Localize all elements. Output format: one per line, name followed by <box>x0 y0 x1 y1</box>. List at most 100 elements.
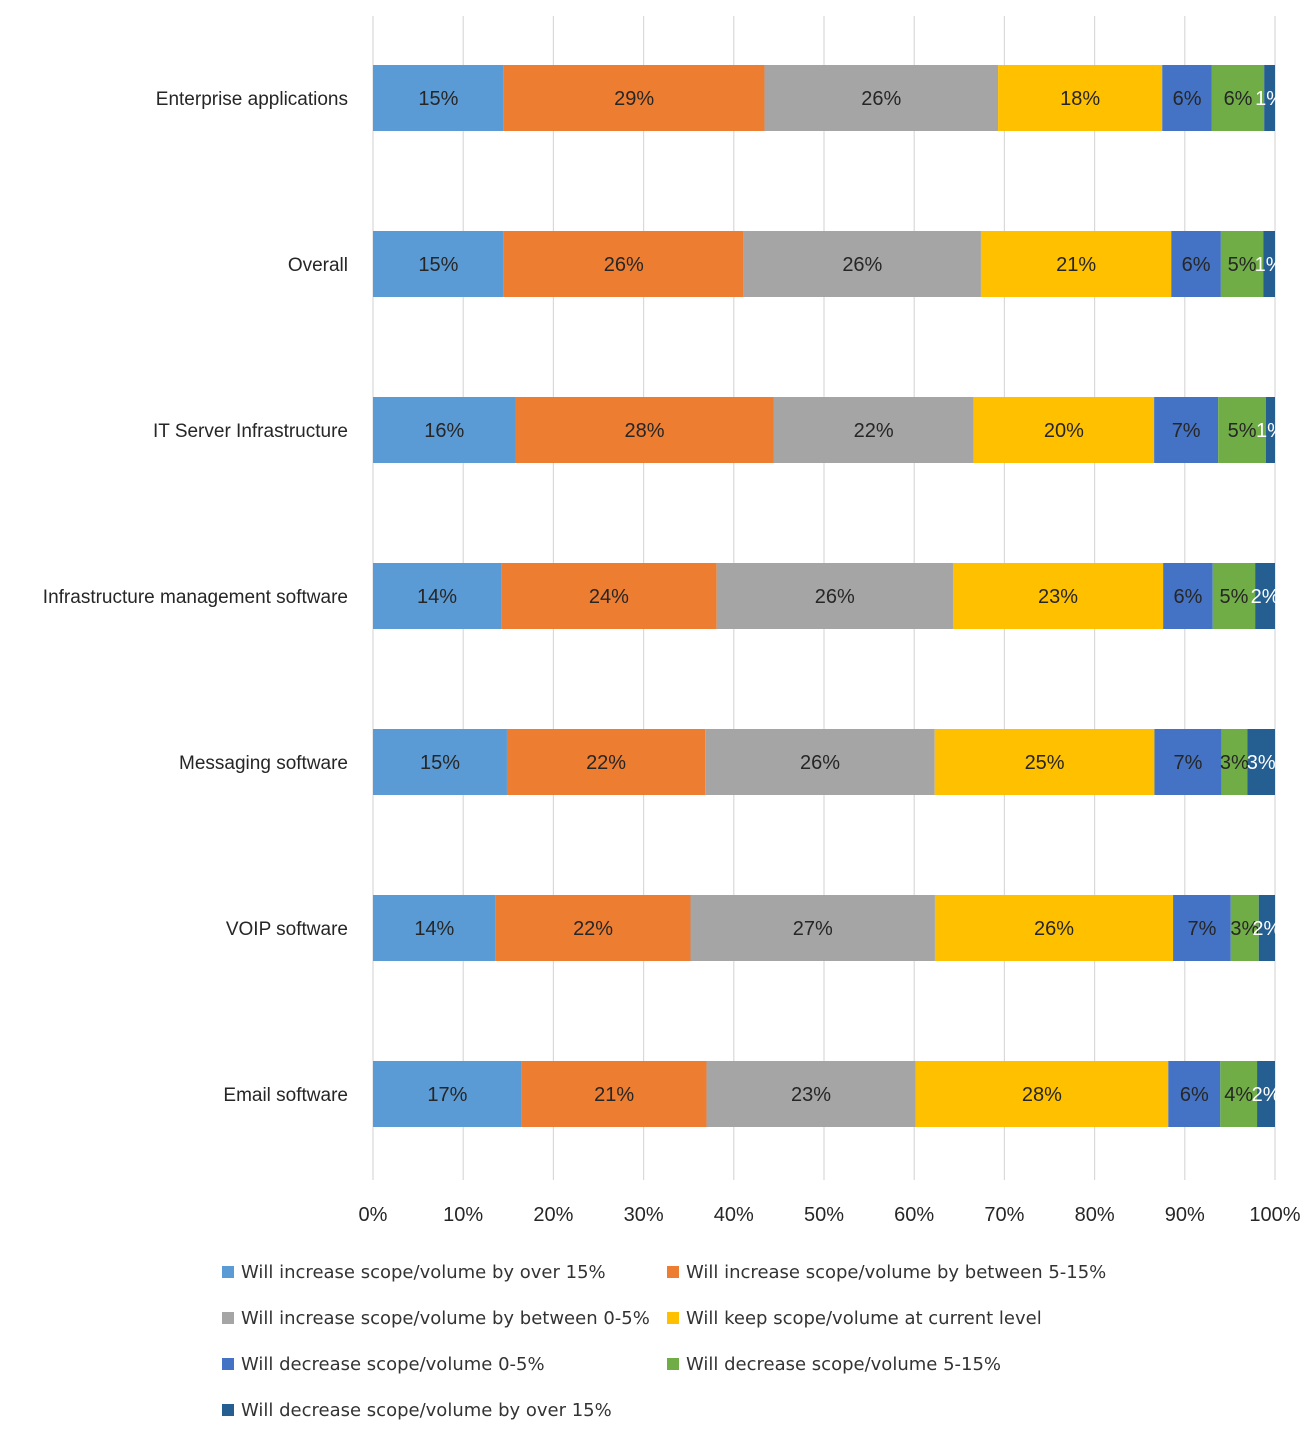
x-tick-label: 70% <box>984 1204 1024 1226</box>
data-label: 29% <box>614 88 654 110</box>
bar-segment <box>1220 231 1264 297</box>
bar-segment <box>1220 1061 1258 1127</box>
x-tick-label: 80% <box>1075 1204 1115 1226</box>
data-label: 22% <box>586 752 626 774</box>
bar-segment <box>1263 231 1275 297</box>
data-label: 1% <box>1256 420 1285 442</box>
legend-swatch <box>667 1358 679 1370</box>
x-tick-label: 30% <box>624 1204 664 1226</box>
data-label: 5% <box>1228 420 1257 442</box>
x-tick-label: 100% <box>1249 1204 1300 1226</box>
bar-segment <box>373 563 502 629</box>
data-label: 7% <box>1173 752 1202 774</box>
bar-segment <box>1173 895 1231 961</box>
data-label: 23% <box>791 1084 831 1106</box>
bar-segment <box>1168 1061 1221 1127</box>
category-label: Infrastructure management software <box>43 587 348 608</box>
x-tick-label: 90% <box>1165 1204 1205 1226</box>
bar-segment <box>1264 65 1275 131</box>
bar-segment <box>743 231 981 297</box>
value-axis: 0% 10% 20% 30% 40% 50% 60% 70% 80% 90% 100% <box>359 1204 1301 1226</box>
data-labels: 15% 29% 26% 18% 6% 6% 1%15% 26% 26% 21% 6% 5%1%16% 2… <box>414 88 1285 1106</box>
bar-segment <box>980 231 1172 297</box>
bar-segment <box>716 563 953 629</box>
data-label: 3% <box>1247 752 1276 774</box>
bar-segment <box>1212 563 1256 629</box>
data-label: 26% <box>815 586 855 608</box>
bar-segment <box>1255 563 1275 629</box>
legend-label: Will increase scope/volume by between 0-… <box>241 1307 650 1329</box>
bar-segment <box>515 397 774 463</box>
category-axis: Enterprise applications Overall IT Server … <box>43 89 348 1106</box>
legend-item: Will keep scope/volume at current level <box>667 1302 1042 1334</box>
x-tick-label: 50% <box>804 1204 844 1226</box>
data-label: 15% <box>420 752 460 774</box>
bar-segment <box>1258 895 1275 961</box>
x-tick-label: 20% <box>533 1204 573 1226</box>
legend-swatch <box>667 1312 679 1324</box>
bar-segment <box>1163 563 1213 629</box>
legend-swatch <box>222 1404 234 1416</box>
data-label: 26% <box>1034 918 1074 940</box>
data-label: 15% <box>418 88 458 110</box>
data-label: 6% <box>1224 88 1253 110</box>
bar-segment <box>373 65 504 131</box>
bar-segment <box>373 895 496 961</box>
legend-item: Will increase scope/volume by between 0-… <box>222 1302 650 1334</box>
data-label: 17% <box>427 1084 467 1106</box>
bar-segment <box>705 729 935 795</box>
legend-swatch <box>667 1266 679 1278</box>
data-label: 26% <box>861 88 901 110</box>
data-label: 7% <box>1187 918 1216 940</box>
bar-segment <box>373 1061 522 1127</box>
data-label: 14% <box>414 918 454 940</box>
bar-segment <box>1265 397 1275 463</box>
bar-segment <box>503 231 744 297</box>
data-label: 21% <box>1056 254 1096 276</box>
bar-segment <box>373 231 504 297</box>
bar-segment <box>952 563 1164 629</box>
data-label: 26% <box>604 254 644 276</box>
bar-segment <box>1171 231 1221 297</box>
bar-segment <box>373 397 516 463</box>
data-label: 2% <box>1252 1084 1281 1106</box>
bar-segment <box>373 729 507 795</box>
legend-item: Will increase scope/volume by over 15% <box>222 1256 606 1288</box>
data-label: 18% <box>1060 88 1100 110</box>
bar-segment <box>934 895 1174 961</box>
bar-segment <box>998 65 1163 131</box>
legend-item: Will decrease scope/volume by over 15% <box>222 1394 612 1426</box>
data-label: 1% <box>1255 254 1284 276</box>
bar-segment <box>973 397 1155 463</box>
bar-segment <box>495 895 691 961</box>
legend-item: Will decrease scope/volume 0-5% <box>222 1348 545 1380</box>
bar-segment <box>764 65 999 131</box>
data-label: 16% <box>424 420 464 442</box>
x-tick-label: 60% <box>894 1204 934 1226</box>
data-label: 28% <box>1022 1084 1062 1106</box>
bar-segment <box>1221 729 1248 795</box>
bar-segment <box>1218 397 1266 463</box>
legend-item: Will increase scope/volume by between 5-… <box>667 1256 1106 1288</box>
bar-segment <box>501 563 717 629</box>
bars <box>373 65 1275 1127</box>
data-label: 6% <box>1180 1084 1209 1106</box>
bar-segment <box>1230 895 1259 961</box>
bar-segment <box>915 1061 1169 1127</box>
legend-swatch <box>222 1266 234 1278</box>
data-label: 14% <box>417 586 457 608</box>
data-label: 25% <box>1025 752 1065 774</box>
legend-swatch <box>222 1312 234 1324</box>
legend-label: Will decrease scope/volume 0-5% <box>241 1353 545 1375</box>
bar-segment <box>706 1061 916 1127</box>
data-label: 5% <box>1220 586 1249 608</box>
data-label: 21% <box>594 1084 634 1106</box>
bar-segment <box>1154 729 1222 795</box>
stacked-bar-chart: 15% 29% 26% 18% 6% 6% 1%15% 26% 26% 21% 6% 5%1%16% 2… <box>43 16 1301 1226</box>
data-label: 6% <box>1174 586 1203 608</box>
data-label: 26% <box>800 752 840 774</box>
data-label: 2% <box>1251 586 1280 608</box>
data-label: 20% <box>1044 420 1084 442</box>
legend-item: Will decrease scope/volume 5-15% <box>667 1348 1001 1380</box>
